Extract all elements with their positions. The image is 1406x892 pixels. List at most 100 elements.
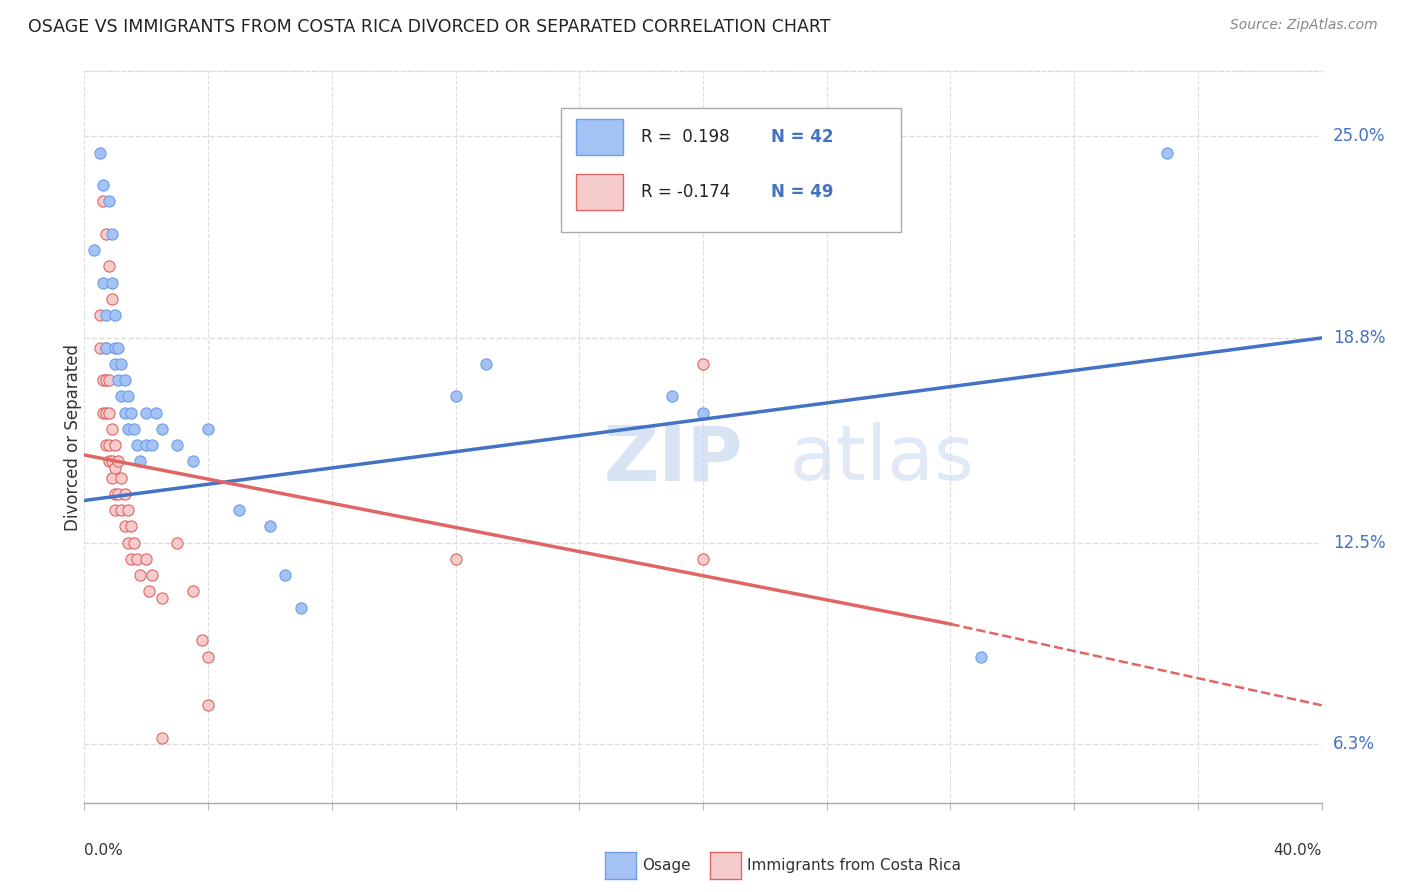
- Point: [129, 454, 152, 468]
- Point: [94, 438, 117, 452]
- Point: [94, 227, 117, 241]
- Point: [259, 519, 281, 533]
- Point: [444, 389, 467, 403]
- Point: [135, 438, 157, 452]
- Point: [91, 406, 114, 420]
- Bar: [561, 108, 901, 232]
- Point: [120, 519, 142, 533]
- Point: [104, 308, 127, 322]
- Point: [114, 373, 136, 387]
- Point: [191, 633, 214, 648]
- Point: [135, 552, 157, 566]
- Text: 18.8%: 18.8%: [1333, 329, 1385, 347]
- Point: [692, 357, 714, 371]
- Point: [122, 535, 145, 549]
- Point: [290, 600, 312, 615]
- Text: Immigrants from Costa Rica: Immigrants from Costa Rica: [747, 858, 960, 872]
- Point: [94, 406, 117, 420]
- Point: [114, 487, 136, 501]
- Point: [101, 227, 124, 241]
- Point: [475, 357, 498, 371]
- Point: [89, 145, 111, 160]
- Point: [141, 438, 163, 452]
- Point: [166, 535, 188, 549]
- Text: 6.3%: 6.3%: [1333, 735, 1375, 753]
- Point: [274, 568, 297, 582]
- Point: [970, 649, 993, 664]
- Point: [104, 503, 127, 517]
- Point: [104, 461, 127, 475]
- Point: [94, 308, 117, 322]
- Point: [138, 584, 160, 599]
- Point: [197, 698, 219, 713]
- Point: [117, 422, 139, 436]
- Bar: [575, 119, 623, 155]
- Point: [89, 341, 111, 355]
- Point: [91, 276, 114, 290]
- Point: [101, 471, 124, 485]
- Point: [150, 422, 173, 436]
- Point: [1156, 145, 1178, 160]
- Point: [141, 568, 163, 582]
- Point: [110, 503, 132, 517]
- Point: [114, 406, 136, 420]
- Text: 12.5%: 12.5%: [1333, 533, 1385, 552]
- Point: [98, 454, 121, 468]
- Point: [104, 357, 127, 371]
- Point: [135, 406, 157, 420]
- Text: OSAGE VS IMMIGRANTS FROM COSTA RICA DIVORCED OR SEPARATED CORRELATION CHART: OSAGE VS IMMIGRANTS FROM COSTA RICA DIVO…: [28, 18, 831, 36]
- Point: [117, 535, 139, 549]
- Point: [181, 454, 204, 468]
- Point: [98, 194, 121, 209]
- Point: [110, 357, 132, 371]
- Point: [692, 552, 714, 566]
- Bar: [575, 174, 623, 211]
- Point: [104, 487, 127, 501]
- Point: [107, 341, 129, 355]
- Point: [110, 389, 132, 403]
- Text: R =  0.198: R = 0.198: [641, 128, 730, 146]
- Point: [197, 649, 219, 664]
- Point: [125, 438, 148, 452]
- Point: [83, 243, 105, 257]
- Point: [444, 552, 467, 566]
- Point: [104, 341, 127, 355]
- Point: [94, 341, 117, 355]
- Point: [107, 454, 129, 468]
- Text: R = -0.174: R = -0.174: [641, 183, 730, 201]
- Point: [150, 731, 173, 745]
- Point: [692, 406, 714, 420]
- Point: [89, 308, 111, 322]
- Point: [228, 503, 250, 517]
- Point: [91, 178, 114, 193]
- Point: [125, 552, 148, 566]
- Point: [197, 422, 219, 436]
- Point: [98, 373, 121, 387]
- Text: N = 42: N = 42: [770, 128, 834, 146]
- Text: ZIP: ZIP: [605, 422, 744, 496]
- Point: [661, 389, 683, 403]
- Point: [91, 373, 114, 387]
- Point: [101, 292, 124, 306]
- Point: [122, 422, 145, 436]
- Text: Source: ZipAtlas.com: Source: ZipAtlas.com: [1230, 18, 1378, 32]
- Point: [117, 389, 139, 403]
- Point: [120, 552, 142, 566]
- Point: [94, 341, 117, 355]
- Text: 0.0%: 0.0%: [84, 843, 124, 858]
- Point: [98, 260, 121, 274]
- Text: atlas: atlas: [790, 422, 974, 496]
- Point: [150, 591, 173, 605]
- Point: [107, 487, 129, 501]
- Text: Osage: Osage: [643, 858, 692, 872]
- Point: [101, 276, 124, 290]
- Point: [117, 503, 139, 517]
- Y-axis label: Divorced or Separated: Divorced or Separated: [65, 343, 82, 531]
- Text: N = 49: N = 49: [770, 183, 834, 201]
- Point: [114, 519, 136, 533]
- Point: [129, 568, 152, 582]
- Point: [91, 194, 114, 209]
- Point: [98, 406, 121, 420]
- Point: [110, 471, 132, 485]
- Point: [94, 373, 117, 387]
